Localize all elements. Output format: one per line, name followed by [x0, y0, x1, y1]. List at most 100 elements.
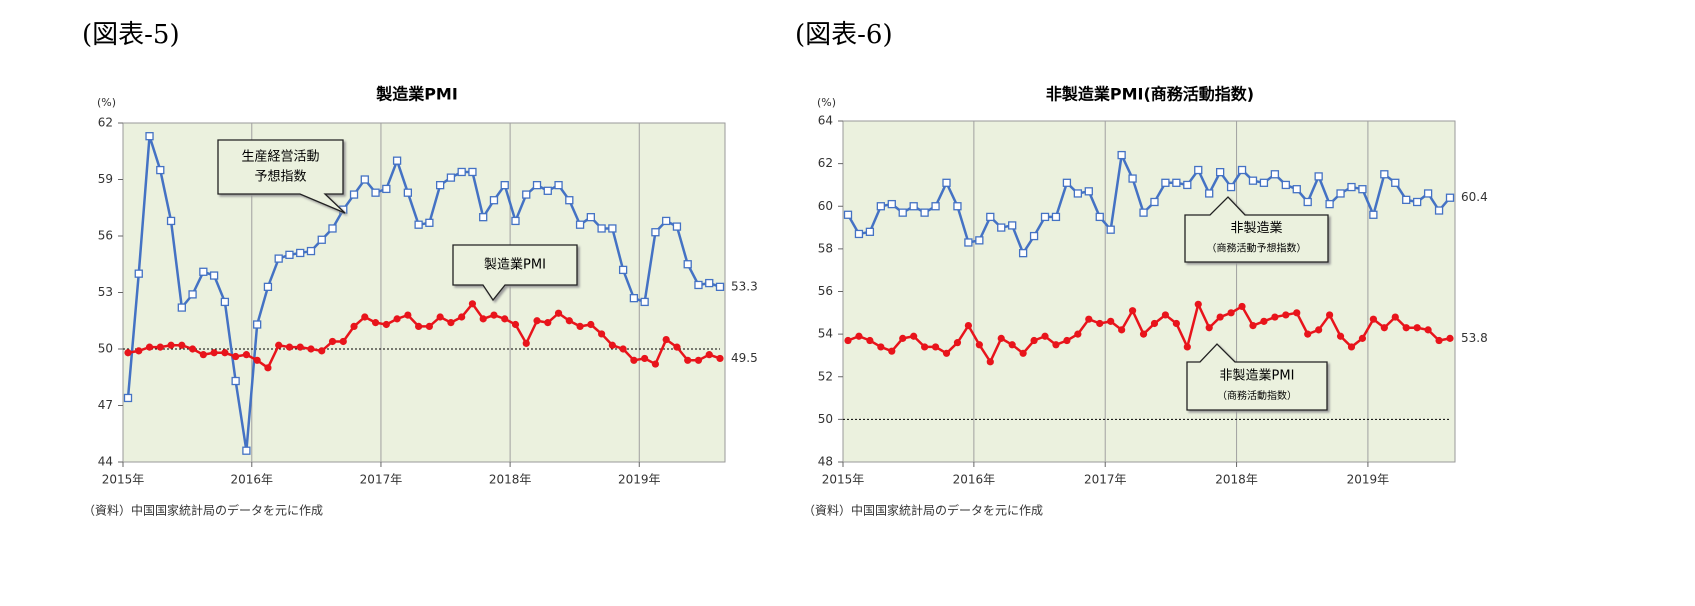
- point: [532, 180, 542, 190]
- point: [1336, 189, 1345, 198]
- point: [1183, 180, 1192, 190]
- point: [123, 393, 133, 403]
- point: [877, 343, 885, 351]
- point: [1150, 197, 1159, 207]
- point: [489, 196, 499, 205]
- point: [382, 320, 390, 329]
- point: [554, 309, 563, 317]
- point: [1172, 178, 1181, 187]
- point: [1030, 336, 1038, 345]
- point: [533, 317, 541, 325]
- x-tick-label: 2017年: [360, 473, 403, 487]
- point: [684, 356, 692, 364]
- y-tick-label: 56: [98, 229, 113, 243]
- point: [468, 167, 477, 177]
- point: [1271, 313, 1279, 321]
- point: [296, 248, 305, 258]
- point: [1369, 210, 1378, 219]
- point: [1402, 324, 1410, 332]
- point: [1096, 319, 1104, 328]
- point: [167, 341, 175, 349]
- point: [866, 336, 874, 345]
- point: [1259, 178, 1269, 187]
- callout-text: （商務活動指数）: [1217, 389, 1297, 402]
- point: [349, 190, 359, 199]
- point: [446, 173, 456, 182]
- point: [296, 343, 304, 351]
- point: [1369, 315, 1377, 323]
- x-tick-label: 2015年: [822, 473, 865, 487]
- end-label: 53.3: [731, 279, 758, 293]
- point: [1423, 189, 1433, 198]
- point: [220, 297, 230, 307]
- point: [705, 351, 713, 359]
- point: [188, 290, 197, 299]
- y-tick-label: 60: [818, 199, 833, 213]
- point: [511, 216, 520, 226]
- point: [263, 282, 273, 292]
- point: [1380, 170, 1389, 179]
- point: [1095, 212, 1104, 222]
- point: [986, 212, 995, 222]
- point: [178, 341, 186, 349]
- point: [177, 303, 186, 312]
- point: [436, 313, 444, 321]
- point: [210, 349, 218, 357]
- point: [135, 347, 143, 355]
- callout: [1186, 343, 1328, 411]
- point: [1391, 178, 1400, 187]
- point: [1139, 330, 1148, 338]
- point: [1117, 150, 1126, 160]
- point: [522, 190, 531, 199]
- point: [1029, 231, 1039, 241]
- callout: [452, 244, 578, 302]
- point: [608, 224, 617, 233]
- point: [1260, 317, 1268, 325]
- point: [501, 315, 509, 323]
- point: [843, 210, 853, 219]
- y-tick-label: 50: [818, 412, 833, 426]
- point: [145, 343, 154, 351]
- point: [1413, 324, 1421, 332]
- point: [844, 336, 852, 345]
- point: [1194, 300, 1202, 308]
- y-tick-label: 53: [98, 285, 113, 299]
- point: [964, 238, 973, 247]
- point: [1446, 334, 1454, 342]
- point: [641, 354, 649, 363]
- point: [854, 229, 864, 239]
- point: [554, 180, 563, 190]
- x-tick-label: 2019年: [1347, 473, 1390, 487]
- point: [920, 208, 929, 217]
- point: [382, 184, 391, 194]
- point: [1226, 182, 1236, 192]
- point: [1205, 324, 1213, 332]
- point: [339, 337, 347, 346]
- y-tick-label: 62: [98, 116, 113, 130]
- x-tick-label: 2016年: [953, 473, 996, 487]
- point: [156, 343, 164, 351]
- point: [1150, 319, 1159, 328]
- point: [1106, 225, 1115, 234]
- callout: [217, 139, 346, 214]
- point: [597, 224, 606, 233]
- point: [1304, 330, 1312, 338]
- point: [1008, 341, 1016, 349]
- point: [1347, 343, 1356, 351]
- point: [953, 202, 962, 211]
- point: [942, 349, 951, 357]
- point: [1085, 315, 1093, 323]
- point: [921, 343, 929, 351]
- callout-text: 生産経営活動: [241, 149, 319, 165]
- point: [1326, 311, 1334, 319]
- chart-title: 製造業PMI: [375, 85, 458, 104]
- figure-label: (図表-5): [82, 20, 180, 50]
- point: [716, 354, 724, 363]
- y-tick-label: 64: [818, 114, 833, 128]
- point: [199, 267, 208, 276]
- point: [500, 180, 509, 190]
- point: [898, 208, 907, 217]
- point: [1292, 185, 1301, 194]
- point: [360, 175, 369, 184]
